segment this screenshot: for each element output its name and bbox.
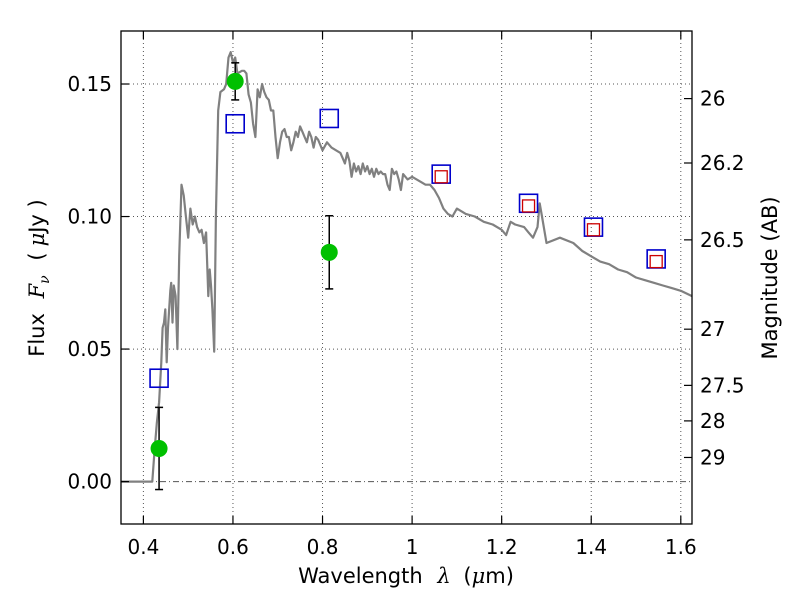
y-tick-label: 0.15	[67, 72, 112, 96]
y2-tick-label: 26	[700, 87, 725, 111]
y-tick-label: 0.00	[67, 470, 112, 494]
x-tick-label: 0.6	[217, 535, 249, 559]
y-axis-label-symbol: F	[25, 282, 49, 299]
y-tick-label: 0.05	[67, 337, 112, 361]
y2-tick-label: 29	[700, 445, 725, 469]
x-tick-label: 1	[406, 535, 419, 559]
x-axis-label: Wavelength λ (μm)	[298, 564, 514, 588]
x-axis-label-prefix: Wavelength	[298, 564, 423, 588]
y-axis-label-prefix: Flux	[25, 313, 49, 357]
model-band-flux-inner-square	[586, 223, 601, 237]
photometry-point	[320, 243, 338, 261]
y-axis-label-unit-open: (	[25, 252, 49, 260]
model-band-flux-square	[225, 113, 245, 134]
x-tick-label: 0.4	[127, 535, 159, 559]
photometry-points	[150, 72, 338, 457]
model-band-flux-inner-square	[434, 170, 448, 184]
y2-tick-labels: 26 26.2 26.5 27 27.5 28 29	[700, 87, 745, 470]
x-tick-labels: 0.4 0.6 0.8 1 1.2 1.4 1.6	[127, 535, 696, 559]
y-axis-label-subscript: ν	[37, 275, 53, 284]
x-tick-label: 0.8	[307, 535, 339, 559]
plot-frame	[120, 30, 693, 525]
photometry-point	[226, 72, 244, 90]
y-axis-label: Flux Fν ( μJy )	[25, 199, 54, 356]
x-axis-label-unit-rest: m)	[485, 564, 514, 588]
y2-tick-label: 26.5	[700, 228, 745, 252]
x-tick-label: 1.6	[665, 535, 697, 559]
y2-tick-label: 26.2	[700, 151, 745, 175]
y2-axis-label: Magnitude (AB)	[758, 196, 782, 359]
model-band-flux-square	[149, 368, 169, 389]
y-axis-label-unit-rest: Jy )	[25, 199, 49, 235]
model-band-flux-square	[319, 108, 340, 129]
y2-tick-label: 28	[700, 409, 725, 433]
y-axis-label-unit-mu: μ	[25, 233, 49, 247]
model-band-fluxes-inner	[434, 170, 663, 269]
y2-tick-label: 27.5	[700, 373, 745, 397]
model-spectrum	[121, 51, 693, 483]
model-band-flux-inner-square	[649, 254, 663, 269]
axis-ticks	[121, 31, 692, 524]
y2-tick-label: 27	[700, 317, 725, 341]
model-band-flux-inner-square	[521, 199, 536, 213]
x-axis-label-symbol: λ	[436, 564, 450, 588]
photometry-point	[150, 439, 168, 457]
x-axis-label-unit-open: (	[463, 564, 471, 588]
y-tick-label: 0.10	[67, 205, 112, 229]
x-tick-label: 1.4	[575, 535, 607, 559]
y-tick-labels: 0.00 0.05 0.10 0.15	[67, 72, 112, 494]
x-axis-label-unit-mu: μ	[472, 564, 486, 588]
model-spectrum-line	[121, 51, 693, 483]
x-tick-label: 1.2	[486, 535, 518, 559]
model-band-fluxes	[149, 108, 666, 389]
